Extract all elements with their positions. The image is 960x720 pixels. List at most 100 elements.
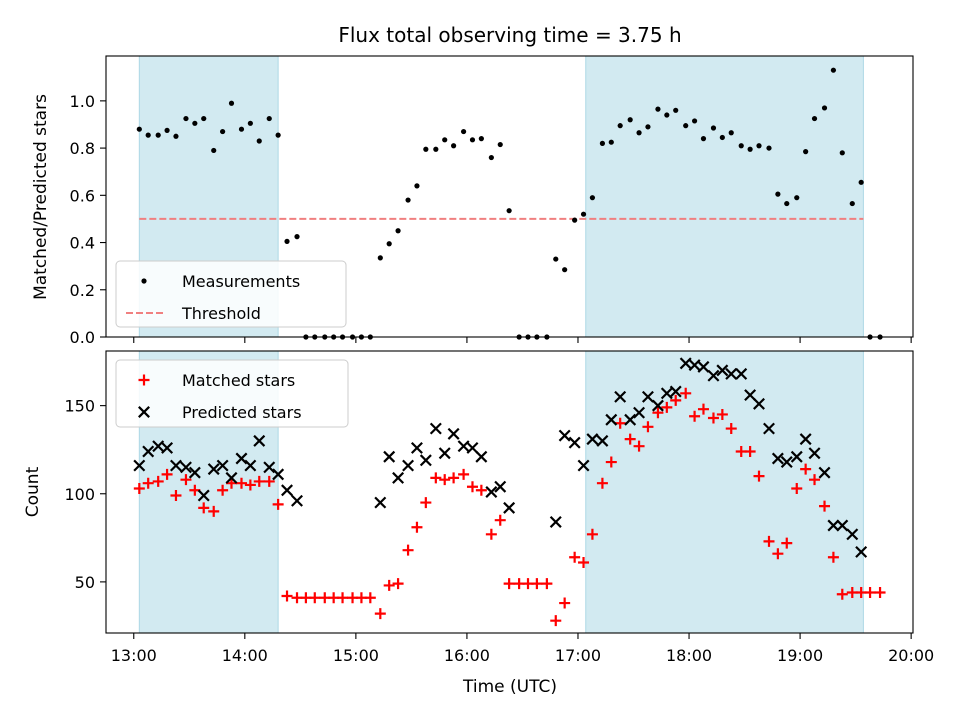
predicted-star-point [836,519,849,532]
measurement-point [719,134,725,141]
matched-star-point [244,479,256,491]
measurement-point [497,141,503,148]
measurement-point [691,118,698,124]
predicted-star-point [169,459,182,472]
predicted-star-point [207,463,220,476]
matched-star-point [827,551,839,563]
predicted-star-point [263,461,276,474]
predicted-star-point [281,484,293,497]
measurement-point [747,146,753,152]
matched-star-point [864,586,876,598]
measurement-point [201,115,207,122]
y-tick-label: 150 [64,397,95,416]
predicted-star-point [624,413,637,426]
predicted-star-point [133,459,146,472]
measurement-point [803,149,809,155]
measurement-point [275,132,281,138]
predicted-star-point [697,360,710,373]
predicted-star-point [188,466,201,479]
measurement-point [589,195,596,201]
x-tick-label: 20:00 [888,646,934,665]
matched-star-point [781,537,793,549]
measurement-point [442,137,448,143]
predicted-star-point [503,501,516,514]
measurement-point [460,128,467,135]
matched-star-point [578,557,590,568]
top-chart: 0.0 0.2 0.4 0.6 0.8 1.0 Matched/Predicted sta… [31,55,914,347]
matched-star-point [337,592,349,604]
bottom-y-axis-label: Count [23,466,43,517]
measurement-point [173,133,179,139]
matched-star-point [475,484,487,496]
matched-star-point [170,490,182,502]
measurement-point [211,147,217,154]
matched-star-point [189,484,201,496]
predicted-star-point [225,471,238,484]
measurement-point [710,125,717,131]
measurement-point [784,200,790,207]
predicted-star-point [633,406,646,419]
predicted-star-point [660,387,673,400]
x-axis-label: Time (UTC) [462,677,557,697]
matched-star-point [753,470,765,482]
measurement-point [377,255,383,261]
legend-box [115,260,347,328]
measurement-point [728,130,734,136]
predicted-star-point [485,486,498,498]
matched-star-point [772,548,784,560]
predicted-star-point [374,496,387,509]
x-tick-label: 14:00 [222,646,268,665]
measurement-point [155,132,161,138]
matched-star-point [874,586,886,598]
measurement-point [228,100,235,106]
x-tick-label: 16:00 [444,646,490,665]
x-tick-label: 13:00 [111,646,157,665]
y-tick-label: 0.4 [70,234,95,253]
matched-star-point [819,500,831,512]
matched-star-point [383,579,395,591]
measurement-point [294,234,300,240]
predicted-star-point [161,441,174,454]
matched-star-point [763,535,775,547]
matched-star-point [586,528,598,540]
y-tick-label: 50 [75,573,95,592]
matched-star-point [707,412,719,424]
top-plot-frame [105,55,914,338]
x-tick-label: 15:00 [333,646,379,665]
measurement-point [423,146,429,152]
matched-star-point [670,394,682,406]
matched-star-point [430,472,442,484]
bottom-y-ticks: 50 100 150 [64,397,106,592]
matched-star-point [531,578,543,590]
matched-star-point [253,475,265,487]
measurement-point [451,143,457,149]
measurement-point [386,241,392,247]
matched-star-point [485,528,497,540]
matched-star-point [642,421,654,433]
top-y-axis-label: Matched/Predicted stars [31,94,51,300]
predicted-star-point [142,445,155,458]
matched-star-point [402,544,414,556]
measurement-point [562,267,568,273]
bottom-chart: 13:00 14:00 15:00 16:00 17:00 18:00 19:00 20:00… [23,350,934,697]
predicted-star-point [586,433,599,446]
predicted-star-point [808,447,821,460]
measurement-point [478,136,484,142]
predicted-star-point [605,413,618,426]
matched-star-point [281,590,293,602]
legend-label: Measurements [182,272,300,291]
predicted-star-point [494,480,507,493]
bottom-legend: Matched stars Predicted stars [115,359,349,428]
matched-star-point [550,615,562,627]
bottom-x-ticks: 13:00 14:00 15:00 16:00 17:00 18:00 19:00 20:00 [111,633,934,665]
measurement-point [572,217,578,223]
y-tick-label: 0.6 [70,186,95,205]
matched-star-point [161,468,173,480]
measurement-point [136,126,142,132]
matched-star-point [689,410,701,422]
top-legend: Measurements Threshold [115,260,347,328]
matched-star-point [133,482,145,494]
predicted-star-point [790,450,803,463]
measurement-point [858,179,864,185]
predicted-star-point [688,359,701,372]
